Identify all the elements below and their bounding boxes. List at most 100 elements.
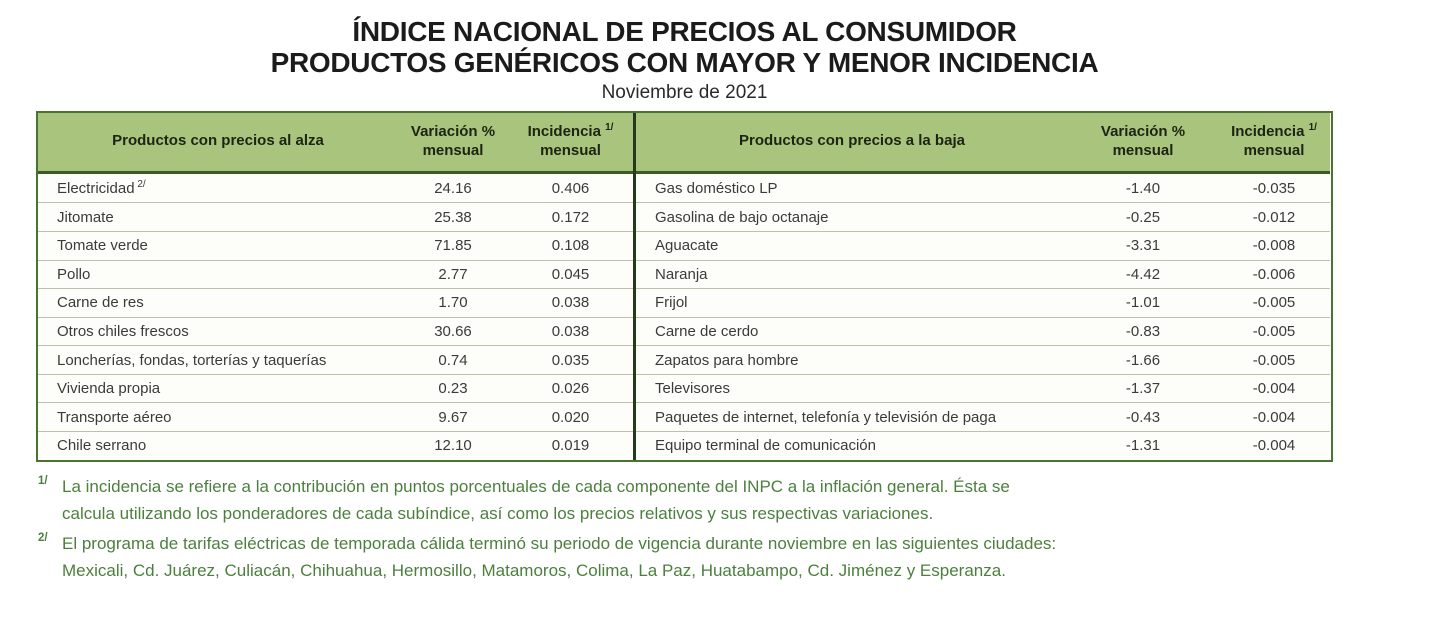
column-header-products-alza: Productos con precios al alza (112, 132, 324, 150)
product-cell: Loncherías, fondas, torterías y taquería… (57, 351, 327, 369)
variation-cell: -1.01 (1125, 294, 1161, 312)
variation-cell: -1.31 (1125, 437, 1161, 455)
incidence-cell: -0.008 (1252, 237, 1296, 255)
table-row: Gasolina de bajo octanaje -0.25 -0.012 (636, 202, 1330, 231)
footnote-2: 2/ El programa de tarifas eléctricas de … (38, 530, 1328, 584)
incidence-cell: -0.004 (1252, 437, 1296, 455)
page-subtitle: Noviembre de 2021 (601, 81, 768, 103)
variation-cell: 12.10 (434, 437, 472, 455)
product-cell: Gasolina de bajo octanaje (655, 208, 829, 226)
variation-cell: -4.42 (1125, 265, 1161, 283)
incidence-cell: -0.006 (1252, 265, 1296, 283)
table-row: Televisores -1.37 -0.004 (636, 373, 1330, 403)
product-cell: Carne de res (57, 294, 144, 312)
footnote-2-text: El programa de tarifas eléctricas de tem… (62, 530, 1056, 584)
variation-cell: 30.66 (434, 322, 472, 340)
variation-cell: -3.31 (1125, 237, 1161, 255)
variation-cell: -0.83 (1125, 322, 1161, 340)
column-header-incidence-line2: mensual (540, 142, 601, 160)
incidence-cell: 0.026 (551, 380, 590, 398)
table-row: Chile serrano 12.10 0.019 (38, 431, 633, 460)
column-header-incidence-line2: mensual (1243, 142, 1305, 160)
table-row: Paquetes de internet, telefonía y televi… (636, 402, 1330, 432)
page-title-line1: ÍNDICE NACIONAL DE PRECIOS AL CONSUMIDOR (352, 16, 1017, 47)
variation-cell: -0.43 (1125, 408, 1161, 426)
product-cell: Frijol (655, 294, 688, 312)
product-cell: Carne de cerdo (655, 322, 759, 340)
variation-cell: 25.38 (434, 208, 472, 226)
column-header-variation-line1: Variación % (410, 122, 496, 140)
variation-cell: 0.23 (438, 380, 468, 398)
column-header-variation-line2: mensual (1112, 141, 1174, 159)
incidence-cell: -0.012 (1252, 208, 1296, 226)
column-header-products-baja: Productos con precios a la baja (739, 132, 965, 150)
table-row: Frijol -1.01 -0.005 (636, 288, 1330, 317)
table-row: Carne de res 1.70 0.038 (38, 288, 633, 317)
incidence-cell: -0.004 (1252, 408, 1296, 426)
incidence-cell: 0.020 (551, 408, 590, 426)
footnote-2-line2: Mexicali, Cd. Juárez, Culiacán, Chihuahu… (62, 560, 1006, 580)
variation-cell: -1.40 (1125, 179, 1161, 197)
table-row: Transporte aéreo 9.67 0.020 (38, 402, 633, 432)
product-cell: Vivienda propia (57, 380, 161, 398)
variation-cell: -1.37 (1125, 380, 1161, 398)
incidence-cell: 0.038 (551, 294, 590, 312)
column-header-variation-line1: Variación % (1100, 122, 1186, 140)
product-cell: Tomate verde (57, 237, 148, 255)
incidence-cell: 0.406 (551, 179, 590, 197)
incidence-label: Incidencia (1231, 123, 1305, 141)
table-section-baja: Productos con precios a la baja Variació… (633, 112, 1330, 460)
page-title-line2: PRODUCTOS GENÉRICOS CON MAYOR Y MENOR IN… (270, 47, 1099, 79)
table-body-alza: Electricidad 2/24.16 0.406 Jitomate 25.38 0.… (38, 173, 633, 460)
variation-cell: 2.77 (438, 265, 468, 283)
variation-cell: -1.66 (1125, 351, 1161, 369)
table-row: Pollo 2.77 0.045 (38, 259, 633, 289)
table-row: Naranja -4.42 -0.006 (636, 259, 1330, 289)
product-cell: Jitomate (57, 208, 114, 226)
footnote-1: 1/ La incidencia se refiere a la contrib… (38, 473, 1328, 527)
footnote-ref-1: 1/ (605, 122, 614, 134)
footnote-1-line1: La incidencia se refiere a la contribuci… (62, 476, 1010, 496)
incidence-cell: 0.172 (551, 208, 590, 226)
footnote-1-text: La incidencia se refiere a la contribuci… (62, 473, 1010, 527)
incidence-label: Incidencia (527, 123, 601, 141)
incidence-cell: 0.045 (551, 265, 590, 283)
variation-cell: 9.67 (438, 408, 468, 426)
table-row: Otros chiles frescos 30.66 0.038 (38, 316, 633, 346)
column-header-variation-line2: mensual (422, 141, 484, 159)
incidence-cell: -0.005 (1252, 294, 1296, 312)
column-header-incidence-alza: Incidencia 1/ mensual (508, 122, 633, 161)
incidence-cell: -0.004 (1252, 380, 1296, 398)
product-cell: Gas doméstico LP (655, 179, 778, 197)
product-cell: Transporte aéreo (57, 408, 172, 426)
table-row: Jitomate 25.38 0.172 (38, 202, 633, 231)
variation-cell: -0.25 (1125, 208, 1161, 226)
product-cell: Equipo terminal de comunicación (655, 437, 876, 455)
table-row: Vivienda propia 0.23 0.026 (38, 373, 633, 403)
table-row: Tomate verde 71.85 0.108 (38, 230, 633, 260)
product-cell: Aguacate (655, 237, 719, 255)
footnotes-block: 1/ La incidencia se refiere a la contrib… (38, 473, 1328, 584)
table-row: Zapatos para hombre -1.66 -0.005 (636, 345, 1330, 374)
product-cell: Chile serrano (57, 437, 147, 455)
column-header-variation-baja: Variación % mensual (1068, 123, 1218, 161)
incidence-cell: 0.035 (551, 351, 590, 369)
column-header-incidence-baja: Incidencia 1/ mensual (1218, 122, 1330, 161)
product-cell: Pollo (57, 265, 91, 283)
table-header-baja: Productos con precios a la baja Variació… (636, 112, 1330, 174)
column-header-incidence-line1: Incidencia 1/ (1218, 122, 1330, 142)
variation-cell: 1.70 (438, 294, 468, 312)
footnote-ref-1: 1/ (1308, 122, 1317, 134)
variation-cell: 71.85 (434, 237, 472, 255)
footnote-2-marker: 2/ (38, 531, 48, 544)
document-header: ÍNDICE NACIONAL DE PRECIOS AL CONSUMIDOR… (36, 0, 1333, 104)
incidence-cell: -0.005 (1252, 322, 1296, 340)
table-header-alza: Productos con precios al alza Variación … (38, 112, 633, 174)
table-row: Equipo terminal de comunicación -1.31 -0.0… (636, 431, 1330, 460)
variation-cell: 24.16 (434, 179, 472, 197)
product-cell: Televisores (655, 380, 731, 398)
column-header-incidence-line1: Incidencia 1/ (508, 122, 633, 142)
incidence-cell: -0.035 (1252, 179, 1296, 197)
product-cell: Electricidad 2/ (57, 179, 146, 198)
